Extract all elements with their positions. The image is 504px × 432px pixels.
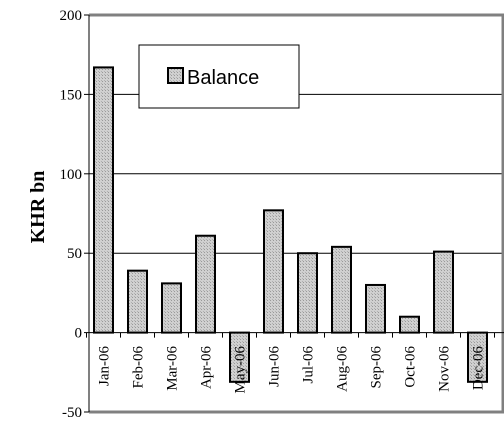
y-tick-label-200: 200 [60,8,83,24]
x-tick-label-May-06: May-06 [233,346,249,394]
x-tick-label-Nov-06: Nov-06 [437,346,453,392]
x-tick-label-Sep-06: Sep-06 [369,346,385,389]
y-tick-labels: -50 0 50 100 150 200 [60,8,83,421]
bar-Oct-06 [399,315,420,334]
bar-Jul-06 [297,252,318,334]
y-tick-label--50: -50 [62,405,82,421]
bar-Mar-06 [161,282,182,334]
x-tick-labels: Jan-06 Feb-06 Mar-06 Apr-06 May-06 Jun-06 Jul-… [97,346,487,394]
bar-Jun-06 [263,209,284,334]
x-tick-label-Feb-06: Feb-06 [131,346,147,389]
y-axis-title: KHR bn [27,171,49,244]
x-tick-label-Oct-06: Oct-06 [403,346,419,388]
legend-swatch-balance [167,67,184,84]
bar-Sep-06 [365,283,386,334]
bars [93,66,488,383]
bar-Apr-06 [195,234,216,334]
x-tick-label-Mar-06: Mar-06 [165,346,181,391]
bar-Nov-06 [433,250,454,334]
y-tick-label-150: 150 [60,87,83,103]
y-tick-label-0: 0 [75,326,83,342]
x-tick-label-Apr-06: Apr-06 [199,346,215,390]
x-tick-label-Jun-06: Jun-06 [267,346,283,387]
x-tick-label-Aug-06: Aug-06 [335,346,351,392]
legend: Balance [138,44,300,109]
bar-Aug-06 [331,245,352,334]
axes [84,14,504,413]
plot-frame [89,13,504,414]
bar-Jan-06 [93,66,114,334]
legend-box [138,44,300,109]
bar-Feb-06 [127,269,148,334]
y-tick-label-50: 50 [67,246,82,262]
y-tick-label-100: 100 [60,167,83,183]
x-tick-label-Dec-06: Dec-06 [471,346,487,391]
x-tick-label-Jul-06: Jul-06 [301,346,317,384]
x-tick-label-Jan-06: Jan-06 [97,346,113,386]
legend-label-balance: Balance [187,67,259,89]
